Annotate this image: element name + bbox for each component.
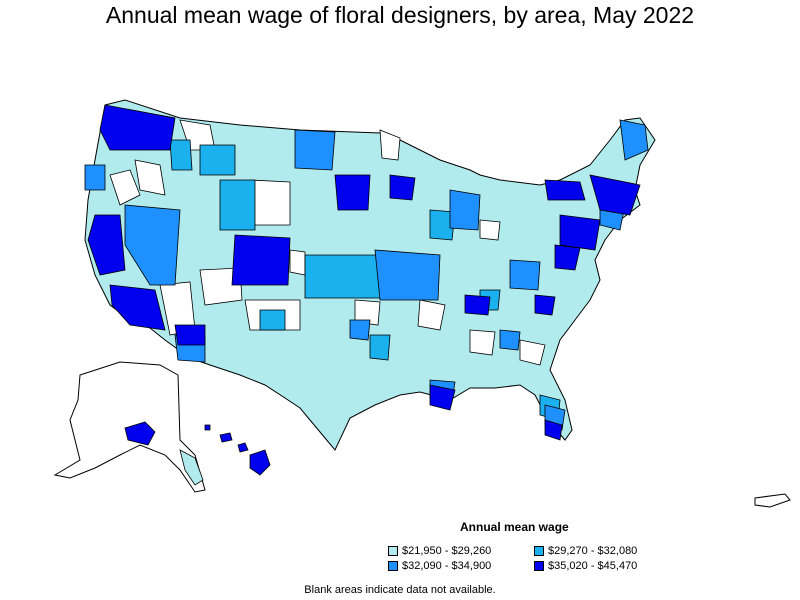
alaska-anchorage-area	[124, 421, 156, 446]
legend-item-1: $21,950 - $29,260	[388, 545, 491, 557]
legend-label-3: $32,090 - $34,900	[402, 560, 492, 572]
hawaii-islands	[204, 424, 271, 476]
legend-label-1: $21,950 - $29,260	[402, 545, 492, 557]
legend-label-2: $29,270 - $32,080	[548, 545, 638, 557]
legend-item-3: $32,090 - $34,900	[388, 560, 491, 572]
legend-title: Annual mean wage	[460, 520, 569, 534]
puerto-rico-outline	[754, 493, 791, 508]
legend-item-2: $29,270 - $32,080	[534, 545, 637, 557]
legend-label-4: $35,020 - $45,470	[548, 560, 638, 572]
map-title: Annual mean wage of floral designers, by…	[105, 2, 695, 28]
wage-band-35020-45470	[87, 104, 641, 441]
alaska-southeast-area	[179, 449, 204, 486]
legend-swatch-1	[388, 546, 398, 556]
legend-swatch-2	[534, 546, 544, 556]
legend-swatch-3	[388, 561, 398, 571]
legend-swatch-4	[534, 561, 544, 571]
legend-item-4: $35,020 - $45,470	[534, 560, 637, 572]
footnote: Blank areas indicate data not available.	[304, 584, 496, 596]
